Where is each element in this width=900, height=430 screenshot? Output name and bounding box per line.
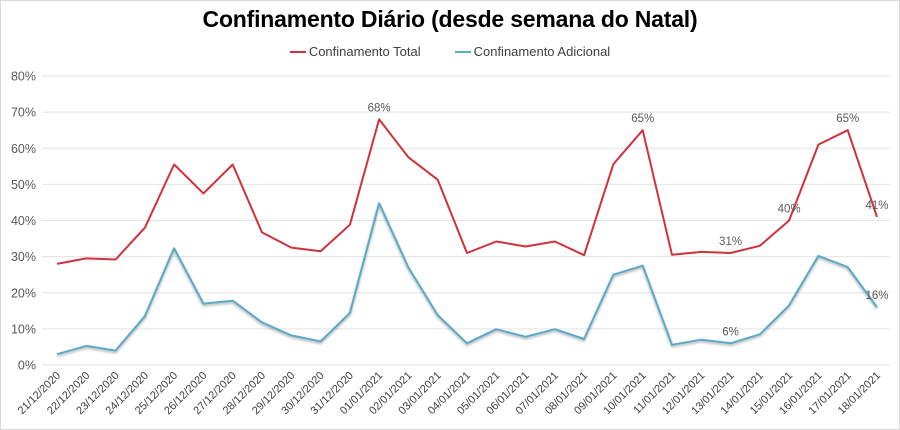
y-tick-label: 10% <box>11 322 36 336</box>
y-tick-label: 20% <box>11 286 36 300</box>
legend-swatch-adicional <box>454 50 471 53</box>
x-axis: 21/12/202022/12/202023/12/202024/12/2020… <box>16 370 883 417</box>
y-tick-label: 30% <box>11 250 36 264</box>
data-label: 6% <box>722 326 739 338</box>
gridlines <box>42 75 890 366</box>
legend-label-total: Confinamento Total <box>308 44 421 59</box>
data-labels: 68% 65% 31% 40% 65% 41% 6% 16% <box>368 102 889 338</box>
y-tick-label: 40% <box>11 214 36 228</box>
data-label: 40% <box>778 204 801 216</box>
data-label: 16% <box>865 290 888 302</box>
data-label: 41% <box>865 200 888 212</box>
legend-item-total: Confinamento Total <box>289 44 421 59</box>
data-label: 31% <box>719 236 742 248</box>
chart-title: Confinamento Diário (desde semana do Nat… <box>202 6 698 32</box>
y-tick-label: 0% <box>18 359 36 373</box>
series-line-total <box>56 118 878 265</box>
y-tick-label: 50% <box>11 178 36 192</box>
chart-legend: Confinamento Total Confinamento Adiciona… <box>0 44 900 59</box>
data-label: 65% <box>631 113 654 125</box>
y-tick-label: 70% <box>11 106 36 120</box>
legend-item-adicional: Confinamento Adicional <box>454 44 611 59</box>
series-line-adicional <box>56 202 878 356</box>
y-tick-label: 60% <box>11 142 36 156</box>
data-label: 65% <box>836 113 859 125</box>
y-tick-label: 80% <box>11 70 36 84</box>
legend-swatch-total <box>289 50 306 53</box>
data-label: 68% <box>368 102 391 114</box>
series-lines <box>56 118 878 356</box>
legend-label-adicional: Confinamento Adicional <box>473 44 611 59</box>
y-axis: 0% 10% 20% 30% 40% 50% 60% 70% 80% <box>11 70 36 373</box>
